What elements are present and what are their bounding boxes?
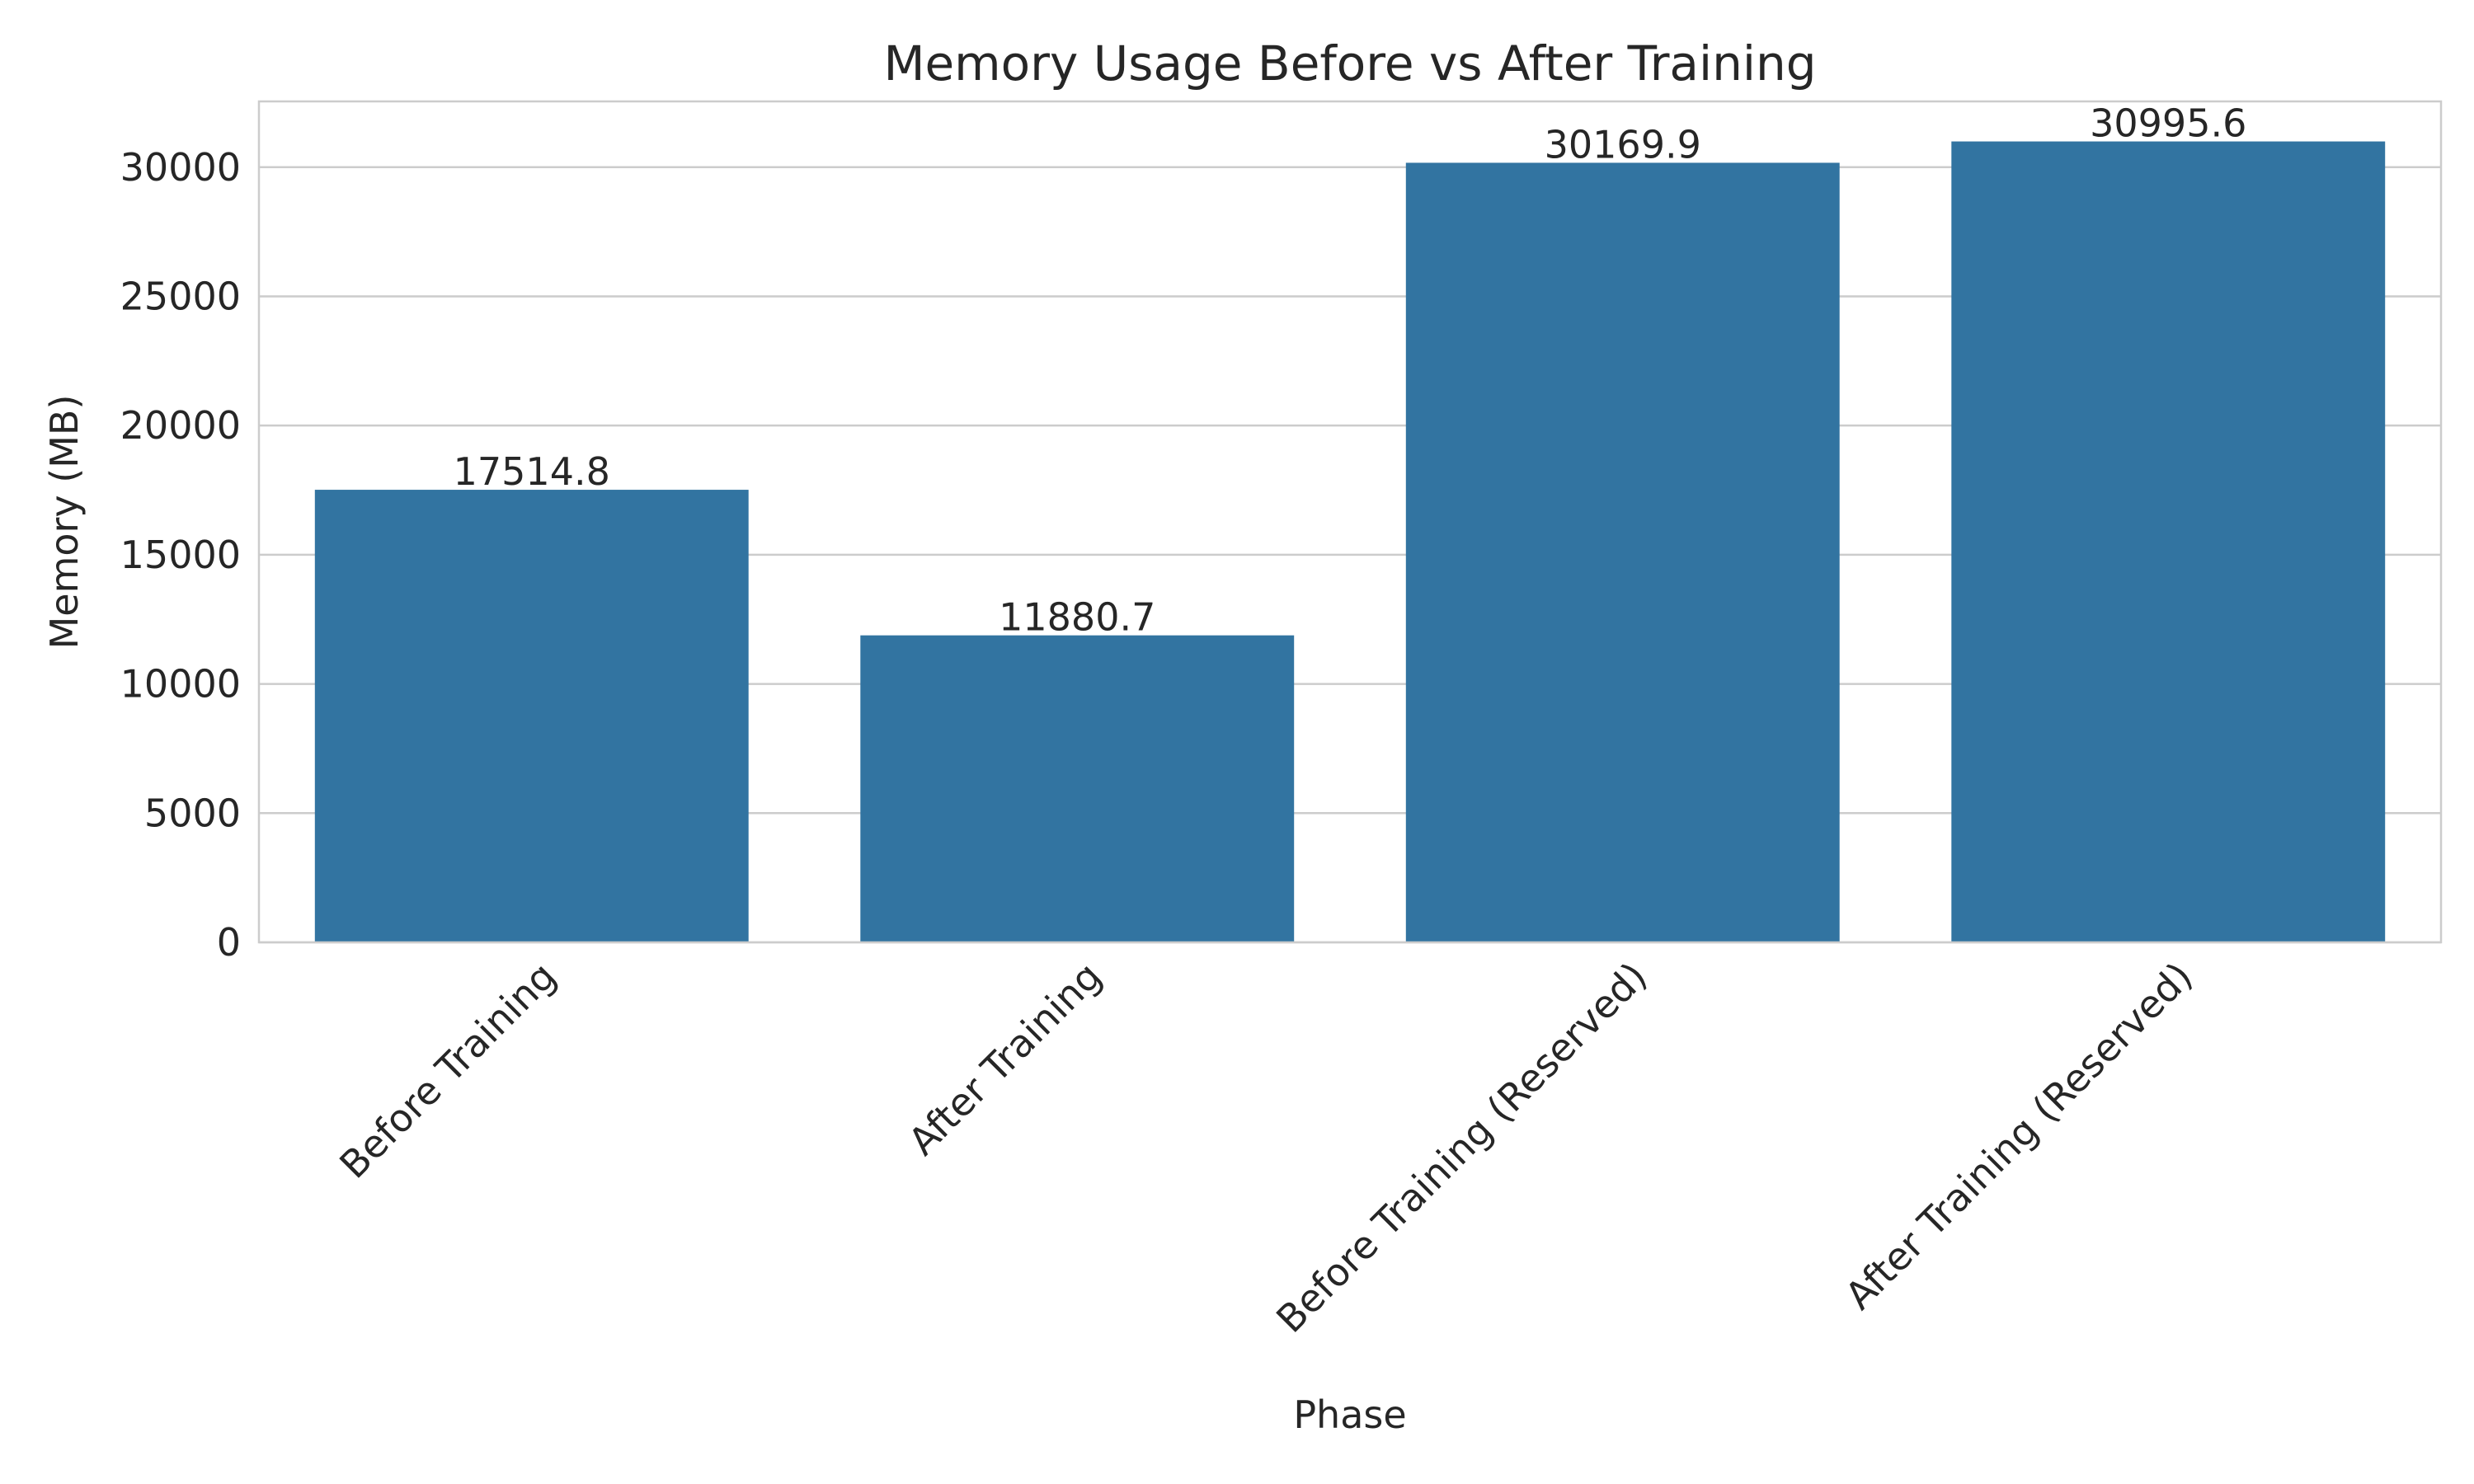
bar-value-label-3: 30995.6 <box>2090 101 2246 146</box>
x-tick-label-3: After Training (Reserved) <box>1837 954 2201 1318</box>
bar-value-label-1: 11880.7 <box>999 595 1155 640</box>
bar-2 <box>1405 162 1840 942</box>
bar-value-label-2: 30169.9 <box>1545 122 1701 167</box>
plot-frame <box>257 100 2443 944</box>
y-tick-label-10000: 10000 <box>120 662 241 707</box>
y-axis-label: Memory (MB) <box>42 395 87 650</box>
bar-0 <box>314 490 749 942</box>
bar-value-label-0: 17514.8 <box>454 449 610 494</box>
chart-title: Memory Usage Before vs After Training <box>883 35 1816 92</box>
y-tick-label-15000: 15000 <box>120 533 241 577</box>
x-tick-label-1: After Training <box>900 954 1110 1164</box>
bar-1 <box>860 635 1295 942</box>
bar-3 <box>1951 141 2386 943</box>
x-axis-label: Phase <box>1293 1392 1406 1437</box>
bars <box>314 141 2386 943</box>
y-tick-label-25000: 25000 <box>120 274 241 318</box>
x-tick-label-0: Before Training <box>331 954 564 1187</box>
y-tick-label-30000: 30000 <box>120 145 241 190</box>
y-tick-label-0: 0 <box>217 920 241 965</box>
y-tick-labels: 0 5000 10000 15000 20000 25000 30000 <box>120 145 241 965</box>
x-tick-labels: Before Training After Training Before Trai… <box>331 954 2201 1341</box>
bar-value-labels: 17514.8 11880.7 30169.9 30995.6 <box>454 101 2247 640</box>
y-tick-label-20000: 20000 <box>120 403 241 448</box>
x-tick-label-2: Before Training (Reserved) <box>1268 954 1655 1341</box>
y-tick-label-5000: 5000 <box>144 791 241 835</box>
